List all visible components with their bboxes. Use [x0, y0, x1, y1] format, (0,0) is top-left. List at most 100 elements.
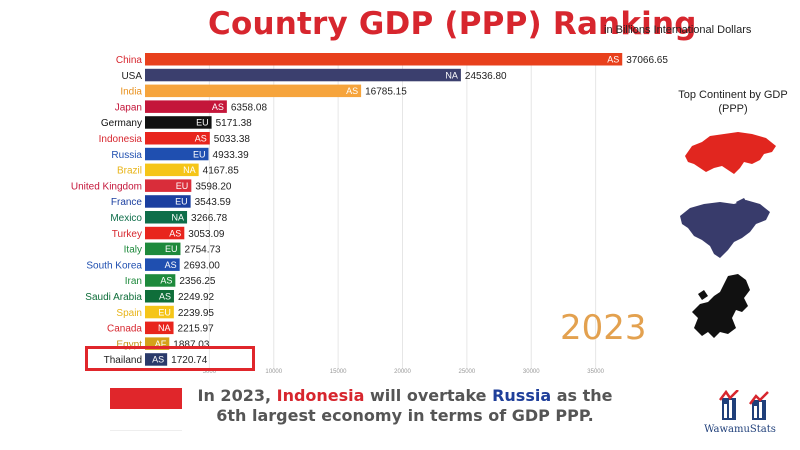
value-label: 16785.15	[365, 87, 407, 98]
value-label: 5033.38	[214, 134, 251, 145]
x-tick-label: 15000	[330, 369, 347, 375]
x-tick-label: 35000	[587, 369, 604, 375]
continent-code-label: NA	[158, 323, 171, 333]
continent-code-label: EU	[175, 197, 188, 207]
continent-code-label: NA	[172, 213, 185, 223]
value-label: 2754.73	[184, 245, 221, 256]
bar	[145, 84, 362, 98]
value-label: 37066.65	[626, 55, 668, 66]
country-label: Turkey	[112, 229, 142, 240]
chart-title: Country GDP (PPP) Ranking	[208, 6, 697, 42]
caption-suffix: as the 6th largest economy in terms of G…	[216, 386, 613, 425]
value-label: 24536.80	[465, 71, 507, 82]
bar	[145, 116, 212, 129]
x-tick-label: 20000	[394, 369, 411, 375]
country-label: India	[120, 87, 142, 98]
caption-country-a: Indonesia	[276, 386, 365, 405]
x-tick-label: 30000	[523, 369, 540, 375]
continent-code-label: AS	[159, 292, 171, 302]
country-label: Saudi Arabia	[85, 292, 142, 303]
caption-country-b: Russia	[492, 386, 552, 405]
continent-code-label: AS	[165, 260, 177, 270]
bar	[145, 321, 174, 335]
value-label: 6358.08	[231, 102, 268, 113]
continent-code-label: AS	[607, 55, 619, 65]
value-label: 2693.00	[184, 260, 221, 271]
value-label: 1887.03	[173, 339, 210, 350]
country-label: France	[111, 197, 143, 208]
bar	[145, 53, 623, 66]
value-label: 2249.92	[178, 292, 215, 303]
year-label: 2023	[560, 308, 647, 348]
country-label: Thailand	[104, 355, 142, 366]
continent-code-label: EU	[193, 149, 206, 159]
continent-code-label: AS	[195, 134, 207, 144]
bar	[145, 305, 174, 319]
bar	[145, 179, 192, 192]
bar	[145, 163, 199, 177]
logo-icon	[719, 389, 769, 420]
continent-code-label: EU	[158, 307, 171, 317]
x-tick-label: 5000	[203, 369, 217, 375]
bar	[145, 353, 168, 366]
country-label: United Kingdom	[71, 181, 142, 192]
continent-code-label: NA	[445, 70, 458, 80]
country-label: Mexico	[110, 213, 142, 224]
value-label: 3598.20	[195, 181, 232, 192]
bar	[145, 242, 181, 256]
indonesia-flag-icon	[110, 388, 182, 431]
continent-code-label: NA	[183, 165, 196, 175]
logo-text: WawamuStats	[704, 424, 776, 435]
continent-code-label: AS	[152, 355, 164, 365]
country-label: Italy	[124, 245, 142, 256]
caption-prefix: In 2023,	[197, 386, 277, 405]
x-tick-label: 25000	[459, 369, 476, 375]
country-label: Spain	[116, 308, 142, 319]
bar	[145, 274, 176, 287]
europe-map-icon	[692, 274, 750, 338]
value-label: 3266.78	[191, 213, 228, 224]
continent-heading: Top Continent by GDP (PPP)	[678, 89, 788, 115]
country-label: Brazil	[117, 166, 142, 177]
continent-code-label: EU	[176, 181, 189, 191]
country-label: Egypt	[116, 339, 142, 350]
x-tick-label: 10000	[265, 369, 282, 375]
grid-layer: 5000 10000 15000 20000 25000 30000 35000	[203, 53, 605, 375]
value-label: 2356.25	[179, 276, 216, 287]
asia-map-icon	[685, 132, 776, 174]
bar	[145, 132, 210, 145]
chart-subtitle: in Billions International Dollars	[604, 24, 752, 36]
north-america-map-icon	[680, 198, 770, 258]
caption-text: In 2023, Indonesia will overtake Russia …	[195, 386, 615, 426]
bar	[145, 195, 191, 208]
value-label: 1720.74	[171, 355, 208, 366]
value-label: 2239.95	[178, 308, 215, 319]
continent-code-label: AF	[155, 339, 167, 349]
wawamustats-logo: WawamuStats	[690, 389, 790, 440]
continent-code-label: EU	[196, 118, 209, 128]
continent-code-label: EU	[165, 244, 178, 254]
continent-code-label: AS	[346, 86, 358, 96]
value-label: 2215.97	[178, 324, 215, 335]
bar	[145, 100, 227, 113]
caption-middle: will overtake	[364, 386, 493, 405]
bars-layer: China AS 37066.65 USA NA 24536.80 India AS 16785…	[71, 53, 668, 366]
bar	[145, 211, 188, 224]
continent-code-label: AS	[212, 102, 224, 112]
continent-code-label: AS	[169, 228, 181, 238]
country-label: Indonesia	[99, 134, 143, 145]
bar	[145, 290, 174, 303]
value-label: 4167.85	[203, 166, 240, 177]
country-label: Russia	[111, 150, 142, 161]
bar	[145, 68, 461, 82]
country-label: Germany	[101, 118, 142, 129]
bar	[145, 226, 185, 240]
value-label: 3053.09	[188, 229, 225, 240]
country-label: China	[116, 55, 143, 66]
country-label: South Korea	[86, 260, 142, 271]
value-label: 4933.39	[213, 150, 250, 161]
bar	[145, 147, 209, 161]
bar	[145, 258, 180, 271]
country-label: USA	[121, 71, 142, 82]
